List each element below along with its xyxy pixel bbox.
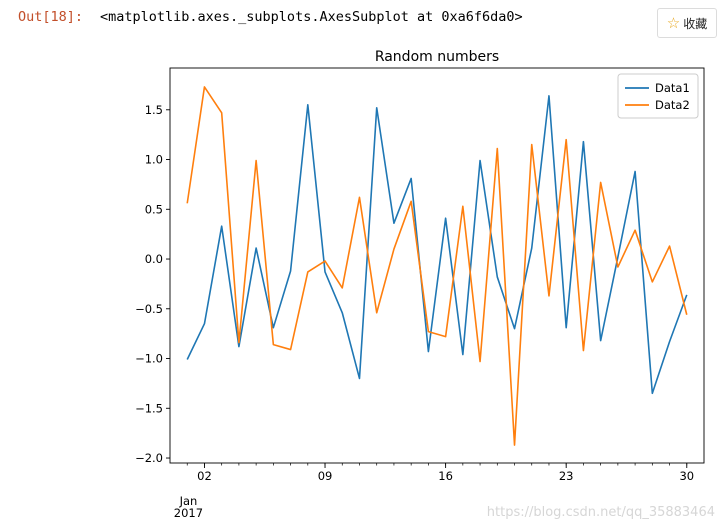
x-tick-label: 02 xyxy=(197,469,212,483)
x-tick-label: 30 xyxy=(679,469,694,483)
star-outline-icon: ☆ xyxy=(666,13,681,32)
x-sublabel: Jan xyxy=(179,494,198,508)
watermark: https://blog.csdn.net/qq_35883464 xyxy=(486,505,715,520)
y-tick-label: 0.5 xyxy=(145,202,163,216)
favorite-label: 收藏 xyxy=(683,16,708,31)
y-tick-label: 1.0 xyxy=(145,153,163,167)
output-prompt: Out[18]: xyxy=(18,9,84,25)
y-tick-label: 0.0 xyxy=(145,252,163,266)
y-tick-label: 1.5 xyxy=(145,103,163,117)
favorite-button[interactable]: ☆ 收藏 xyxy=(657,8,717,38)
x-tick-label: 16 xyxy=(438,469,453,483)
series-line-data2 xyxy=(186,86,688,446)
x-tick-label: 23 xyxy=(559,469,574,483)
y-axis: −2.0 −1.5 −1.0 −0.5 0.0 0.5 1.0 1.5 xyxy=(135,103,170,465)
y-tick-label: −1.5 xyxy=(135,401,163,415)
legend-entry: Data1 xyxy=(655,81,690,95)
axes-border xyxy=(169,67,705,464)
chart-title: Random numbers xyxy=(375,49,499,65)
y-tick-label: −1.0 xyxy=(135,352,163,366)
y-tick-label: −2.0 xyxy=(135,451,163,465)
x-tick-label: 09 xyxy=(318,469,333,483)
axes-frame xyxy=(169,67,705,464)
output-text: <matplotlib.axes._subplots.AxesSubplot a… xyxy=(100,9,523,25)
y-tick-label: −0.5 xyxy=(135,302,163,316)
legend: Data1 Data2 xyxy=(617,73,699,119)
plot-lines xyxy=(186,86,688,446)
legend-entry: Data2 xyxy=(655,98,690,112)
x-sublabel: 2017 xyxy=(174,506,203,520)
legend-box xyxy=(617,73,699,119)
series-line-data1 xyxy=(186,95,688,395)
